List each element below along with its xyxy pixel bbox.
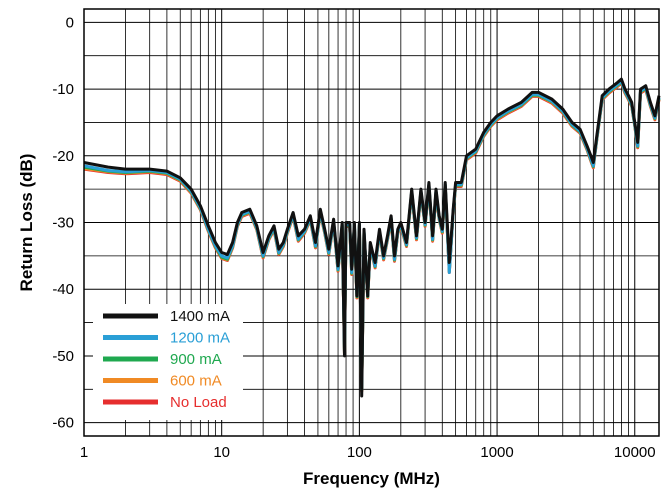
legend: 1400 mA 1200 mA 900 mA 600 mA No Load	[93, 304, 243, 420]
y-tick-label: 0	[66, 14, 74, 31]
legend-label: 1200 mA	[170, 330, 230, 347]
y-tick-label: -60	[52, 415, 74, 432]
legend-label: 1400 mA	[170, 308, 230, 325]
y-tick-label: -30	[52, 215, 74, 232]
x-tick-label: 100	[347, 444, 372, 461]
y-axis-ticks: 0 -10 -20 -30 -40 -50 -60	[52, 14, 74, 431]
y-tick-label: -50	[52, 348, 74, 365]
x-axis-ticks: 1 10 100 1000 10000	[80, 444, 656, 461]
y-tick-label: -10	[52, 81, 74, 98]
x-tick-label: 1	[80, 444, 88, 461]
legend-label: No Load	[170, 394, 227, 411]
y-tick-label: -40	[52, 281, 74, 298]
legend-label: 600 mA	[170, 373, 222, 390]
x-tick-label: 10000	[614, 444, 656, 461]
x-axis-title: Frequency (MHz)	[303, 469, 440, 488]
x-tick-label: 1000	[480, 444, 513, 461]
grid-major-lines	[83, 9, 659, 436]
series-line-1400-ma	[83, 77, 661, 398]
series-layer	[83, 77, 661, 398]
y-axis-title: Return Loss (dB)	[17, 154, 36, 292]
plot-frame	[83, 8, 660, 437]
y-tick-label: -20	[52, 148, 74, 165]
x-tick-label: 10	[213, 444, 230, 461]
legend-label: 900 mA	[170, 351, 222, 368]
